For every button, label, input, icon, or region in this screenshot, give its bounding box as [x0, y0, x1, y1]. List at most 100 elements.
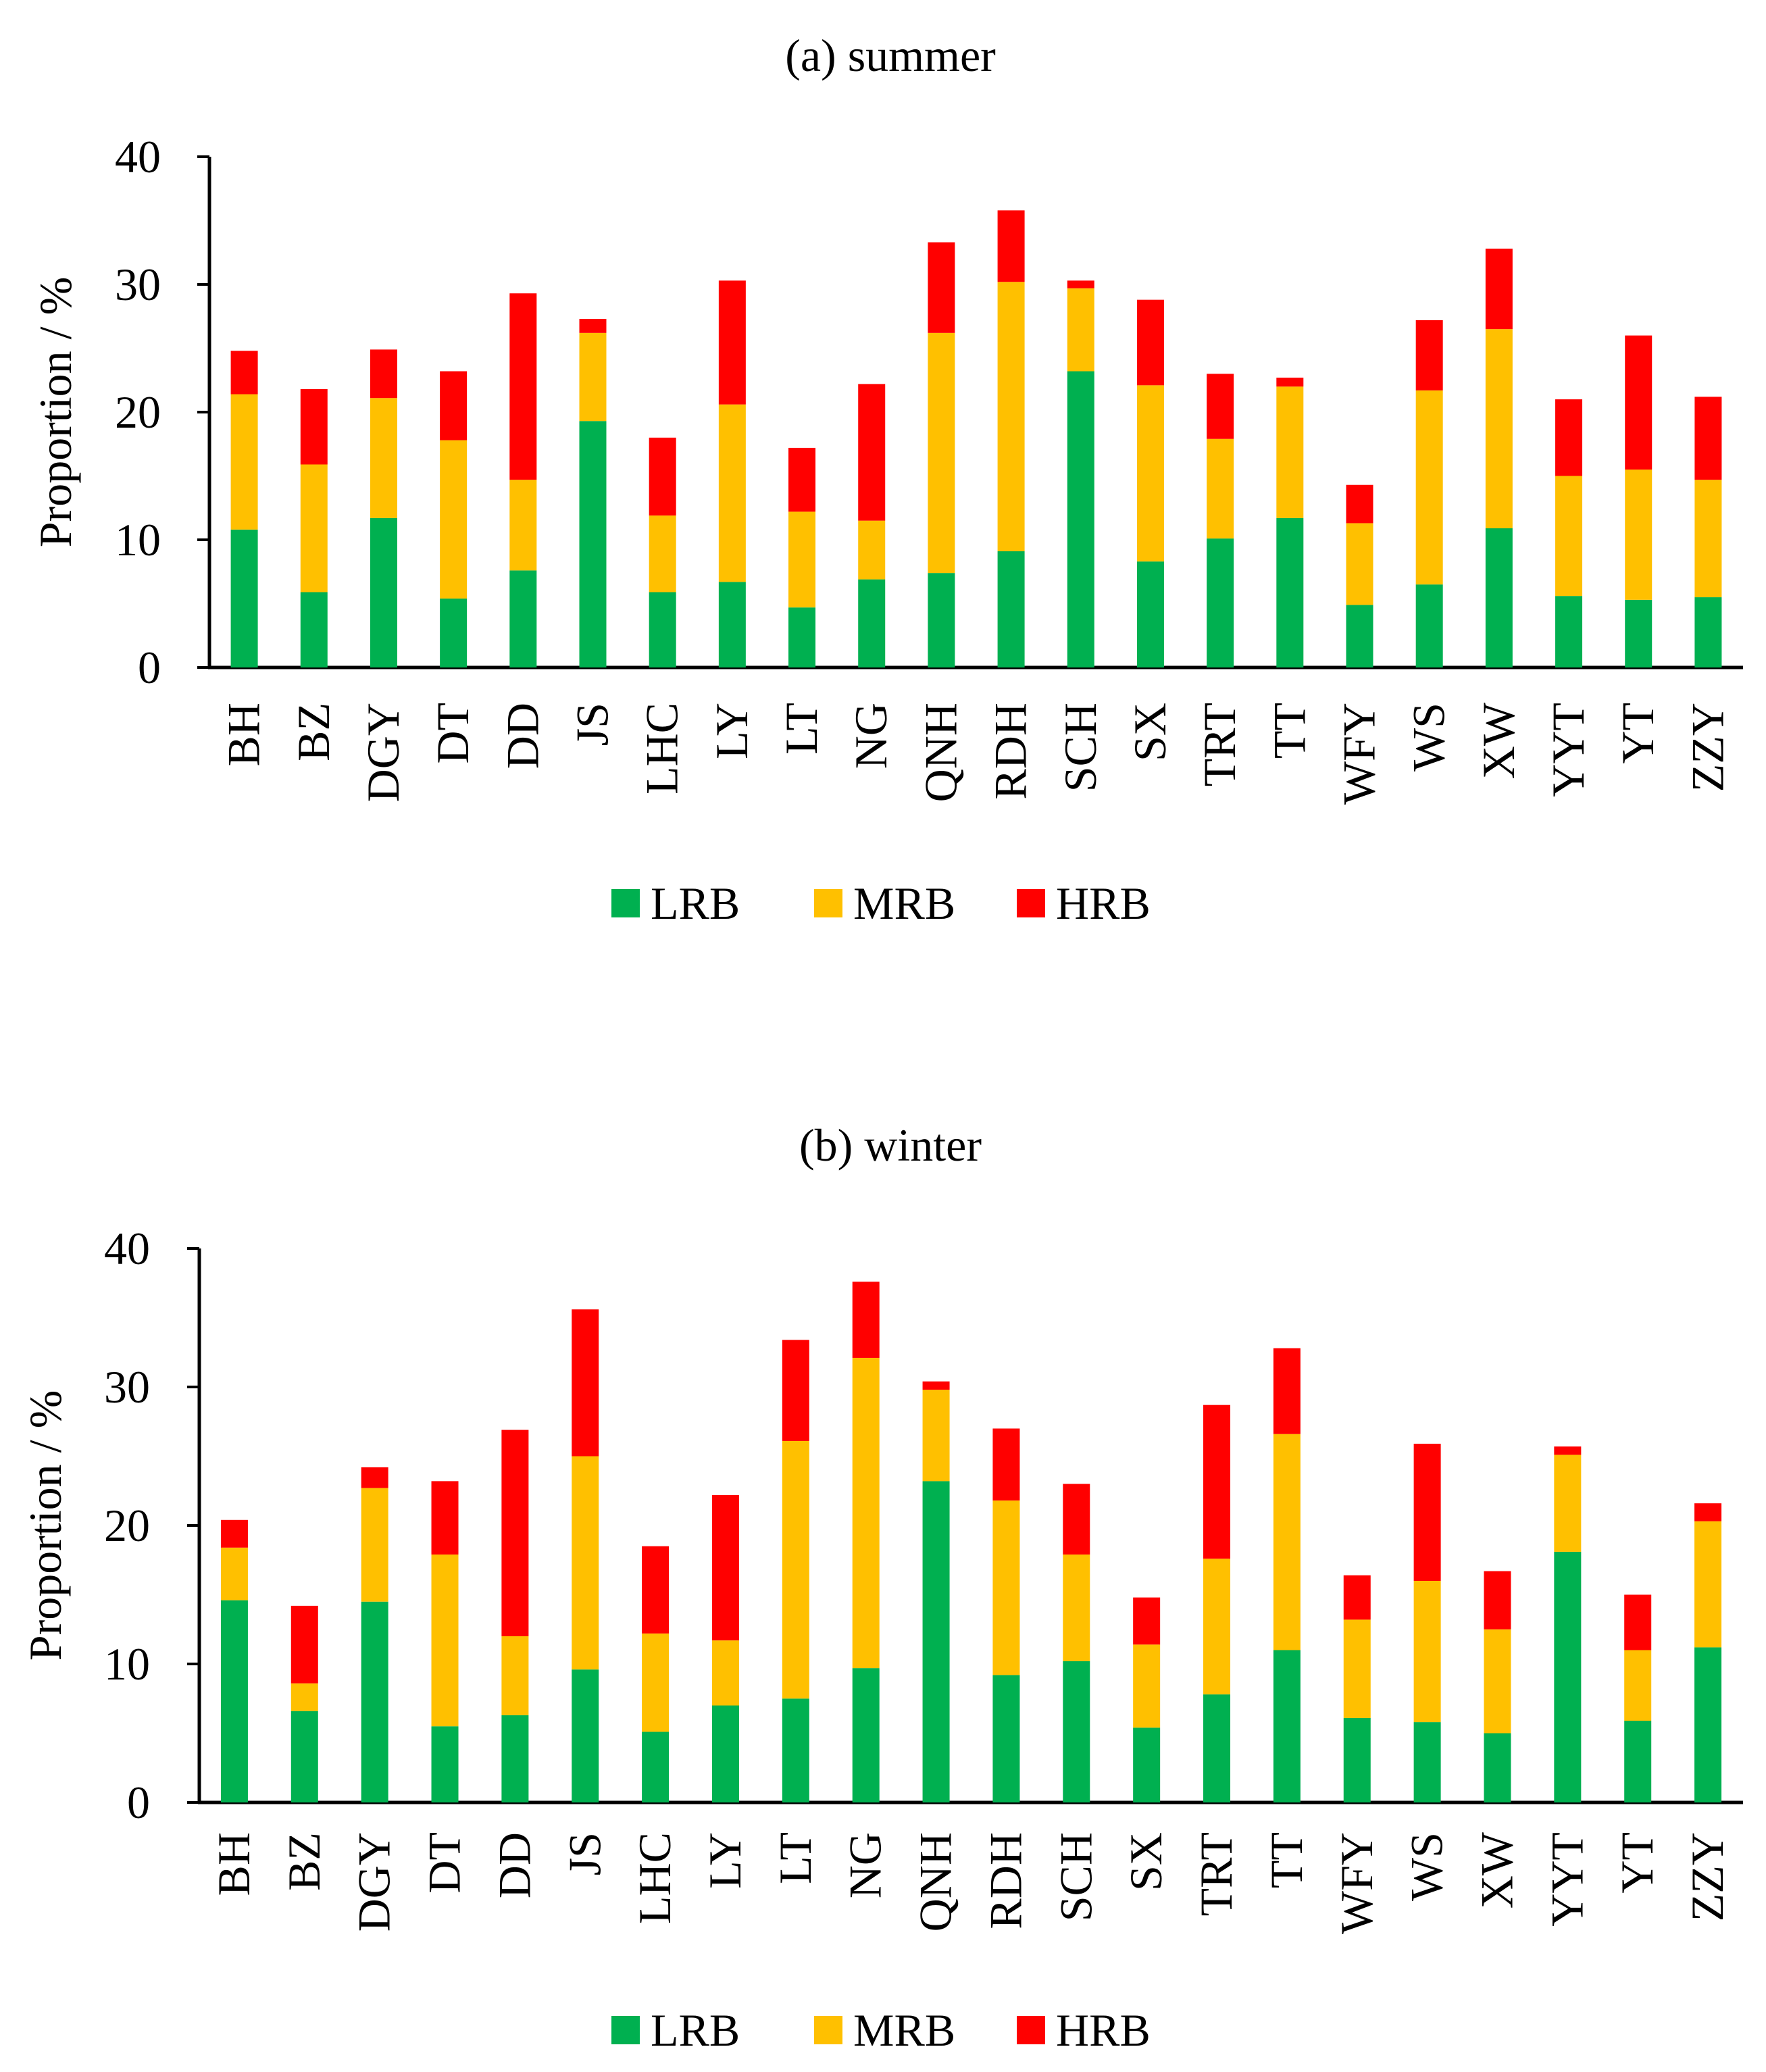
chart-title: (a) summer: [785, 30, 996, 81]
bar-lrb-lt: [788, 607, 816, 667]
legend-swatch-mrb: [814, 2016, 842, 2044]
bar-hrb-lt: [782, 1340, 809, 1441]
legend-label-hrb: HRB: [1056, 2004, 1151, 2056]
y-tick-label: 0: [127, 1777, 150, 1828]
y-tick-label: 10: [115, 514, 161, 565]
x-tick-label: BZ: [288, 703, 339, 761]
bar-hrb-bz: [291, 1605, 318, 1684]
x-tick-label: RDH: [985, 703, 1036, 800]
bar-lrb-dgy: [370, 517, 397, 667]
x-tick-label: TT: [1263, 703, 1315, 759]
x-tick-label: SX: [1124, 703, 1176, 761]
bar-hrb-tt: [1276, 377, 1304, 387]
bar-lrb-dgy: [361, 1601, 388, 1802]
bar-mrb-sch: [1063, 1555, 1090, 1661]
bar-lrb-bz: [291, 1711, 318, 1802]
x-tick-label: BZ: [278, 1832, 330, 1891]
bar-hrb-dgy: [370, 349, 397, 399]
bar-hrb-wfy: [1346, 484, 1373, 524]
bar-hrb-lt: [788, 447, 816, 512]
bar-mrb-bz: [300, 464, 328, 592]
bar-mrb-yyt: [1554, 1455, 1582, 1552]
y-tick-label: 20: [104, 1500, 150, 1551]
bar-hrb-yt: [1625, 335, 1653, 470]
bar-hrb-qnh: [928, 242, 955, 333]
bar-lrb-yyt: [1555, 596, 1583, 667]
bar-mrb-qnh: [922, 1390, 950, 1482]
bar-hrb-yyt: [1554, 1446, 1582, 1455]
bar-hrb-dd: [501, 1430, 529, 1636]
x-tick-label: LHC: [636, 703, 688, 794]
bar-lrb-qnh: [922, 1481, 950, 1802]
bar-mrb-wfy: [1346, 523, 1373, 605]
chart-panel-2: (b) winter Proportion / % 0 10 20 30 40 BH BZ DGY…: [20, 1119, 1743, 2056]
y-axis-label: Proportion / %: [30, 277, 81, 547]
bar-mrb-xw: [1484, 1629, 1511, 1734]
bar-hrb-sch: [1063, 1484, 1090, 1555]
bar-hrb-rdh: [997, 210, 1025, 282]
bar-lrb-sx: [1133, 1727, 1161, 1802]
bar-lrb-xw: [1485, 528, 1513, 667]
bar-lrb-bh: [230, 529, 258, 667]
y-tick-label: 0: [138, 642, 161, 693]
bar-hrb-tt: [1273, 1348, 1301, 1434]
y-tick-label: 30: [104, 1361, 150, 1413]
bar-lrb-ly: [711, 1705, 739, 1802]
bar-lrb-bh: [220, 1600, 248, 1802]
bar-lrb-wfy: [1343, 1717, 1371, 1802]
bar-mrb-xw: [1485, 329, 1513, 528]
bar-lrb-lhc: [642, 1732, 670, 1802]
bar-mrb-ng: [858, 520, 886, 580]
bar-mrb-ws: [1413, 1581, 1441, 1723]
bar-lrb-rdh: [992, 1675, 1020, 1802]
x-tick-label: WFY: [1334, 703, 1385, 805]
bar-hrb-sx: [1133, 1597, 1161, 1645]
bar-lrb-sch: [1063, 1661, 1090, 1802]
bar-mrb-js: [572, 1456, 599, 1670]
bar-lrb-zzy: [1694, 1647, 1722, 1802]
bar-lrb-trt: [1203, 1694, 1231, 1802]
chart-panel-1: (a) summer Proportion / % 0 10 20 30 40 BH BZ DGY…: [30, 30, 1743, 929]
y-tick-label: 40: [115, 131, 161, 182]
bar-mrb-dgy: [361, 1488, 388, 1602]
x-tick-label: SCH: [1050, 1832, 1101, 1921]
bar-mrb-ng: [852, 1357, 880, 1669]
bar-mrb-ws: [1415, 390, 1443, 585]
bar-hrb-dt: [431, 1481, 459, 1555]
legend-swatch-lrb: [611, 889, 640, 917]
x-tick-label: LY: [699, 1832, 751, 1889]
bar-hrb-ws: [1413, 1444, 1441, 1581]
x-tick-label: NG: [845, 703, 897, 769]
legend: LRB MRB HRB: [611, 878, 1151, 929]
legend-label-hrb: HRB: [1056, 878, 1151, 929]
bar-hrb-dgy: [361, 1467, 388, 1488]
bar-hrb-yyt: [1555, 399, 1583, 476]
y-tick-label: 30: [115, 259, 161, 310]
bar-mrb-rdh: [997, 282, 1025, 552]
x-tick-label: JS: [559, 1832, 610, 1875]
bar-lrb-dt: [431, 1726, 459, 1802]
x-tick-label: WS: [1401, 1832, 1453, 1901]
bar-hrb-sch: [1067, 280, 1094, 288]
bar-lrb-ng: [858, 579, 886, 667]
bar-mrb-yt: [1625, 470, 1653, 600]
bar-lrb-sx: [1136, 561, 1164, 667]
bar-lrb-ws: [1413, 1722, 1441, 1802]
bar-hrb-sx: [1136, 299, 1164, 386]
legend-swatch-mrb: [814, 889, 842, 917]
x-tick-label: YT: [1611, 1832, 1663, 1894]
x-tick-label: NG: [840, 1832, 891, 1898]
bar-mrb-dt: [440, 440, 468, 599]
bar-mrb-ly: [718, 404, 746, 582]
x-tick-label: LHC: [629, 1832, 680, 1924]
x-tick-label: TRT: [1194, 703, 1245, 786]
bar-hrb-dd: [509, 293, 537, 480]
bar-mrb-dd: [509, 480, 537, 571]
x-tick-label: TT: [1261, 1832, 1312, 1888]
y-tick-label: 10: [104, 1638, 150, 1690]
bar-mrb-lt: [782, 1440, 809, 1699]
bar-hrb-zzy: [1694, 397, 1722, 480]
x-tick-label: WFY: [1331, 1832, 1382, 1934]
x-tick-label: JS: [567, 703, 618, 746]
x-tick-label: WS: [1403, 703, 1455, 772]
